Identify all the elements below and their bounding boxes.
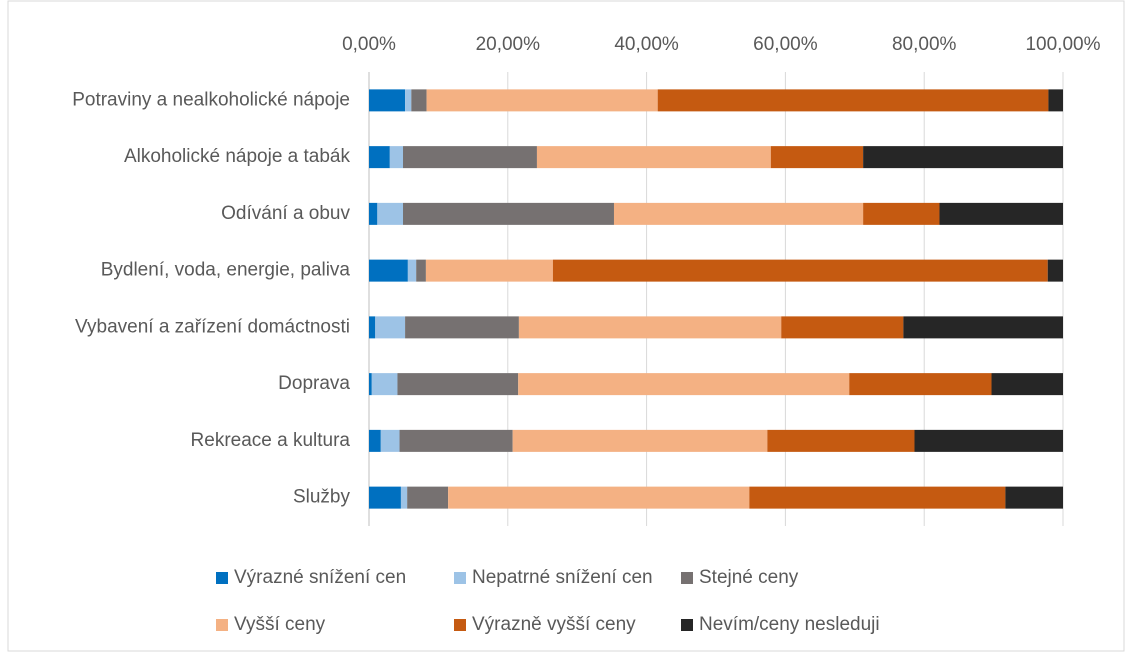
bar-segment <box>405 89 412 112</box>
legend-label: Nepatrné snížení cen <box>472 567 653 588</box>
x-tick-label: 100,00% <box>1025 34 1100 55</box>
bar-segment <box>399 429 513 452</box>
x-tick-label: 0,00% <box>342 34 396 55</box>
bar-segment <box>400 486 408 509</box>
bar-segment <box>380 429 400 452</box>
bar-segment <box>518 316 782 339</box>
bar-segment <box>991 373 1063 396</box>
legend-swatch <box>681 572 693 584</box>
bar-segment <box>369 259 408 282</box>
bar-segment <box>403 146 537 169</box>
legend-label: Výrazně vyšší ceny <box>472 614 636 635</box>
bar-segment <box>518 373 850 396</box>
legend-swatch <box>216 619 228 631</box>
bar-segment <box>403 202 614 225</box>
bar-segment <box>425 259 553 282</box>
bar-segment <box>407 486 449 509</box>
legend-label: Stejné ceny <box>699 567 799 588</box>
legend-swatch <box>216 572 228 584</box>
bar-segment <box>369 429 381 452</box>
legend-swatch <box>454 619 466 631</box>
bar-segment <box>405 316 519 339</box>
y-tick-label: Doprava <box>278 373 350 394</box>
bar-segment <box>369 89 406 112</box>
bar-segment <box>767 429 915 452</box>
y-tick-label: Vybavení a zařízení domáctnosti <box>75 316 350 337</box>
bar-segment <box>389 146 404 169</box>
y-tick-label: Služby <box>293 487 351 508</box>
bar-segment <box>369 316 376 339</box>
bar-segment <box>903 316 1063 339</box>
bar-segment <box>397 373 519 396</box>
bar-segment <box>1005 486 1063 509</box>
bar-segment <box>939 202 1063 225</box>
bar-segment <box>512 429 768 452</box>
bar-segment <box>863 146 1063 169</box>
bar-segment <box>849 373 992 396</box>
legend-label: Vyšší ceny <box>234 614 326 635</box>
legend-label: Nevím/ceny nesleduji <box>699 614 880 635</box>
bar-segment <box>552 259 1048 282</box>
y-tick-label: Odívání a obuv <box>221 203 350 224</box>
x-tick-label: 20,00% <box>476 34 541 55</box>
x-tick-label: 40,00% <box>614 34 679 55</box>
y-tick-label: Bydlení, voda, energie, paliva <box>101 260 351 281</box>
bar-segment <box>369 373 372 396</box>
bar-segment <box>375 316 406 339</box>
y-tick-label: Potraviny a nealkoholické nápoje <box>72 89 350 110</box>
bar-segment <box>369 202 378 225</box>
x-tick-label: 80,00% <box>892 34 957 55</box>
bar-segment <box>914 429 1063 452</box>
legend-swatch <box>681 619 693 631</box>
bar-segment <box>448 486 750 509</box>
bar-segment <box>407 259 417 282</box>
bar-segment <box>1048 89 1063 112</box>
bar-segment <box>371 373 398 396</box>
bar-segment <box>369 146 390 169</box>
bar-segment <box>377 202 404 225</box>
bar-segment <box>416 259 426 282</box>
bar-segment <box>770 146 864 169</box>
bar-segment <box>411 89 427 112</box>
bar-segment <box>781 316 904 339</box>
bar-segment <box>863 202 940 225</box>
bar-segment <box>426 89 658 112</box>
bar-segment <box>749 486 1006 509</box>
bar-segment <box>536 146 771 169</box>
bar-segment <box>1047 259 1063 282</box>
bar-segment <box>657 89 1049 112</box>
legend-swatch <box>454 572 466 584</box>
y-tick-label: Alkoholické nápoje a tabák <box>124 146 351 167</box>
legend-label: Výrazné snížení cen <box>234 567 406 588</box>
y-tick-label: Rekreace a kultura <box>191 430 351 451</box>
bar-segment <box>613 202 864 225</box>
x-tick-label: 60,00% <box>753 34 818 55</box>
bar-segment <box>369 486 401 509</box>
